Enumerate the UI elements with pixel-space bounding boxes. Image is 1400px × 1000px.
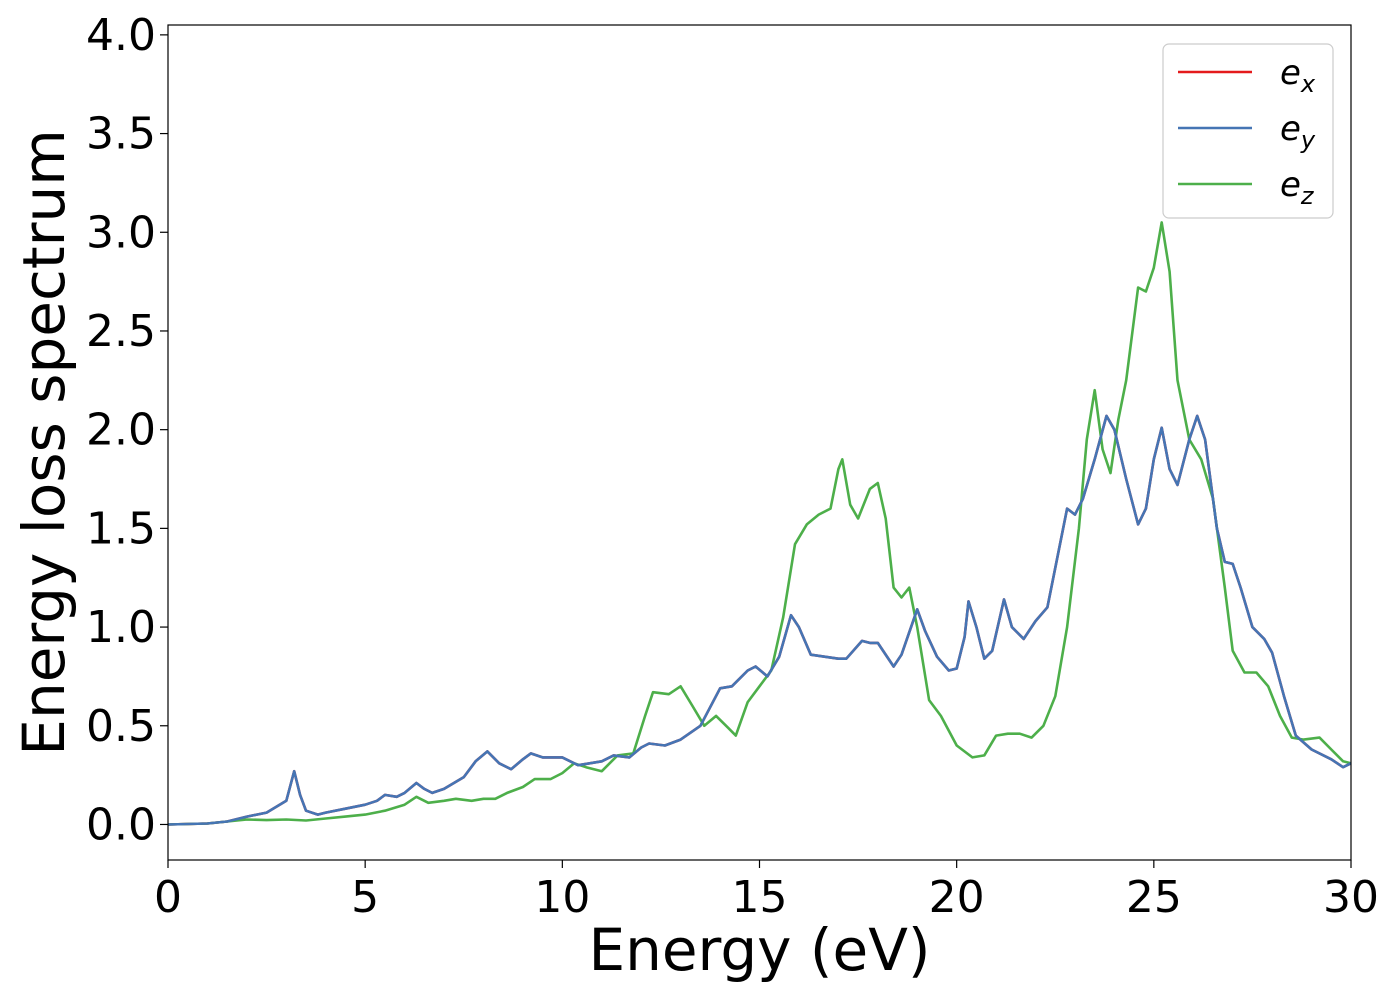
x-tick-label: 20 [929,872,985,923]
series-line-z [168,221,1351,826]
x-tick-label: 5 [351,872,379,923]
y-tick-label: 0.5 [86,701,156,752]
y-tick-label: 0.0 [86,799,156,850]
x-tick-label: 30 [1323,872,1379,923]
legend-label: e [1280,53,1301,93]
legend-subscript: z [1300,182,1315,210]
series-line-y [168,414,1351,826]
y-axis-ticks: 0.0 0.5 1.0 1.5 2.0 2.5 3.0 3.5 4.0 [86,10,168,850]
y-tick-label: 3.0 [86,207,156,258]
x-axis-ticks: 0 5 10 15 20 25 30 [154,860,1379,923]
y-tick-label: 1.5 [86,503,156,554]
y-tick-label: 4.0 [86,10,156,61]
x-tick-label: 0 [154,872,182,923]
x-axis-label: Energy (eV) [588,916,930,984]
y-tick-label: 2.5 [86,306,156,357]
legend-entry-x: ex [1280,53,1316,98]
x-tick-label: 10 [534,872,590,923]
legend-entry-y: ey [1280,109,1316,154]
x-tick-label: 25 [1126,872,1182,923]
legend-frame [1162,43,1334,219]
y-axis-label: Energy loss spectrum [10,129,78,755]
legend-entry-z: ez [1280,165,1315,210]
legend-label: e [1280,165,1301,205]
y-tick-label: 1.0 [86,602,156,653]
legend-subscript: x [1300,70,1316,98]
legend-label: e [1280,109,1301,149]
y-tick-label: 2.0 [86,405,156,456]
x-tick-label: 15 [732,872,788,923]
y-tick-label: 3.5 [86,109,156,160]
legend-subscript: y [1300,126,1316,154]
